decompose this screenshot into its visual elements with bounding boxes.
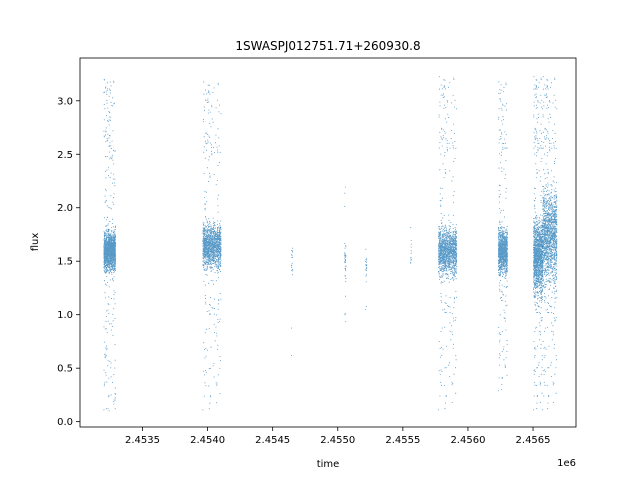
y-tick-label: 2.0 (57, 203, 73, 214)
scatter-point-cluster (103, 79, 117, 412)
x-tick-label: 2.4555 (385, 435, 420, 446)
x-tick-label: 2.4540 (190, 435, 225, 446)
x-axis: 2.4535 2.4540 2.4545 2.4550 2.4555 2.4560 2.45… (125, 427, 551, 446)
scatter-point-cluster (533, 76, 544, 411)
y-tick-label: 2.5 (57, 150, 73, 161)
scatter-point-cluster (497, 81, 508, 392)
points-layer (103, 76, 558, 412)
y-axis-label: flux (30, 233, 41, 252)
plot-area (80, 58, 576, 427)
x-offset-label: 1e6 (557, 458, 576, 469)
scatter-point-cluster (344, 186, 347, 323)
x-tick-label: 2.4550 (320, 435, 355, 446)
scatter-point-cluster (438, 76, 458, 411)
chart-title: 1SWASPJ012751.71+260930.8 (235, 39, 420, 53)
y-tick-label: 1.0 (57, 310, 73, 321)
scatter-point-cluster (542, 76, 558, 411)
x-tick-label: 2.4565 (516, 435, 551, 446)
y-tick-label: 0.5 (57, 364, 73, 375)
y-tick-label: 1.5 (57, 257, 73, 268)
x-tick-label: 2.4560 (450, 435, 485, 446)
plot-frame (79, 57, 577, 428)
y-tick-label: 0.0 (57, 417, 73, 428)
scatter-point-cluster (202, 81, 222, 411)
x-tick-label: 2.4535 (125, 435, 160, 446)
y-axis: 0.0 0.5 1.0 1.5 2.0 2.5 3.0 (57, 96, 80, 428)
x-axis-label: time (317, 459, 340, 470)
scatter-point-cluster (290, 247, 294, 356)
scatter-point-cluster (410, 227, 412, 264)
y-tick-label: 3.0 (57, 96, 73, 107)
x-tick-label: 2.4545 (255, 435, 290, 446)
